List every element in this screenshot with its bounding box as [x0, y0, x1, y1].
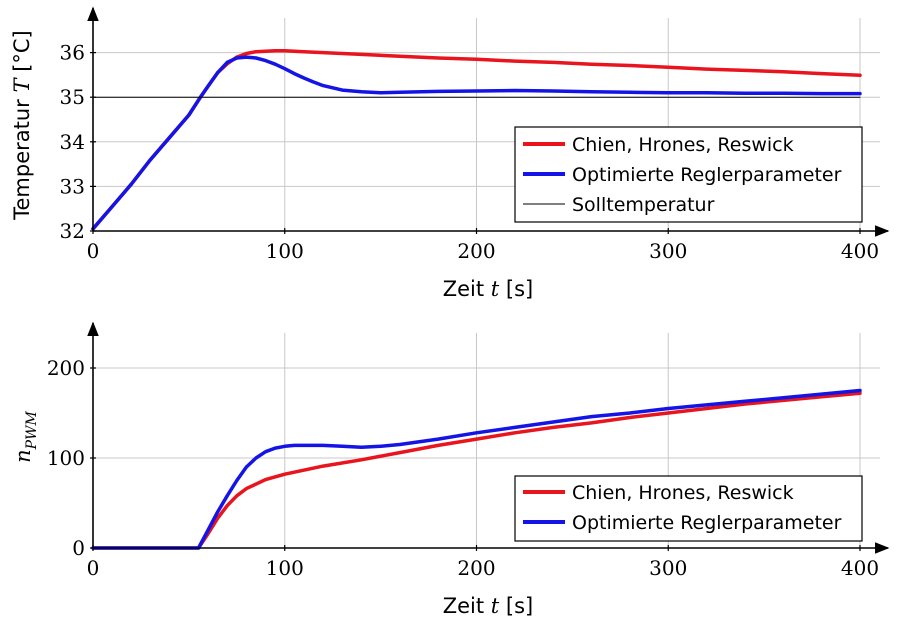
pwm-y-tick-label-100: 100 — [47, 446, 85, 470]
temperature-legend: Chien, Hrones, Reswick Optimierte Regler… — [514, 126, 863, 223]
temperature-legend-box — [514, 126, 863, 223]
pwm-series-chien-hrones-reswick — [91, 391, 862, 550]
temperature-x-tick-label-400: 400 — [841, 239, 879, 263]
pwm-legend-label-chien: Chien, Hrones, Reswick — [572, 482, 794, 504]
temperature-series-optimierte-reglerparameter — [91, 55, 862, 231]
temperature-y-tick-label-33: 33 — [60, 174, 85, 198]
pwm-x-tick-label-100: 100 — [266, 556, 304, 580]
pwm-x-tick-label-400: 400 — [841, 556, 879, 580]
temperature-y-tick-label-35: 35 — [60, 85, 85, 109]
pwm-y-tick-label-200: 200 — [47, 356, 85, 380]
temperature-y-tick-label-36: 36 — [60, 41, 85, 65]
pwm-legend-label-optimiert: Optimierte Reglerparameter — [572, 512, 842, 534]
pwm-x-axis-label: Zeit t [s] — [443, 594, 534, 618]
pwm-y-tick-label-0: 0 — [72, 536, 85, 560]
pwm-series-layer — [91, 388, 862, 550]
temperature-x-tick-label-300: 300 — [649, 239, 687, 263]
temperature-y-tick-label-32: 32 — [60, 219, 85, 243]
pwm-ticks: 0 100 200 300 400 0 100 200 — [47, 356, 879, 580]
temperature-y-tick-label-34: 34 — [60, 130, 85, 154]
pwm-x-tick-label-300: 300 — [649, 556, 687, 580]
temperature-x-tick-label-100: 100 — [266, 239, 304, 263]
temperature-x-axis-label: Zeit t [s] — [443, 277, 534, 301]
pwm-x-tick-label-0: 0 — [87, 556, 100, 580]
temperature-x-tick-label-0: 0 — [87, 239, 100, 263]
pwm-legend: Chien, Hrones, Reswick Optimierte Regler… — [514, 475, 863, 542]
pwm-y-axis-label: nPWM — [11, 411, 40, 463]
legend-label-optimiert: Optimierte Reglerparameter — [572, 164, 842, 186]
legend-label-soll: Solltemperatur — [572, 194, 715, 216]
temperature-chart: 0 100 200 300 400 32 33 34 35 36 Zeit t [s] Tempe… — [10, 6, 890, 301]
pwm-x-tick-label-200: 200 — [457, 556, 495, 580]
temperature-series-layer — [91, 49, 862, 231]
legend-label-chien: Chien, Hrones, Reswick — [572, 134, 794, 156]
pwm-series-optimierte-reglerparameter — [91, 388, 862, 550]
temperature-y-axis-label: Temperatur T [°C] — [10, 30, 34, 221]
pwm-chart: 0 100 200 300 400 0 100 200 Zeit t [s] nPWM Chi… — [11, 321, 890, 618]
temperature-x-tick-label-200: 200 — [457, 239, 495, 263]
temperature-ticks: 0 100 200 300 400 32 33 34 35 36 — [60, 41, 880, 263]
pwm-legend-box — [514, 475, 863, 542]
